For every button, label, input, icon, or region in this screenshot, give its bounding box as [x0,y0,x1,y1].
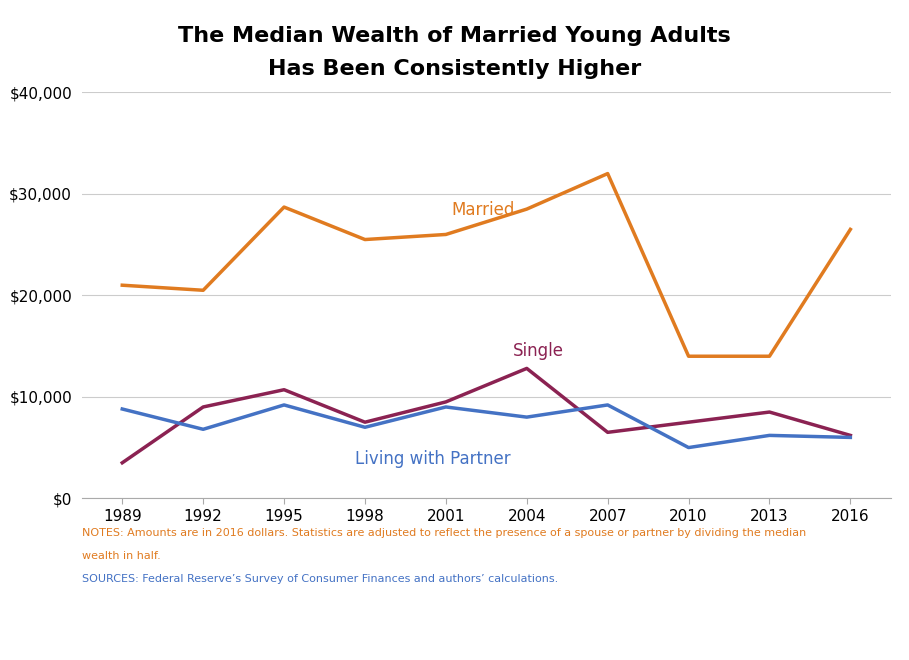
Text: S: S [302,620,318,637]
Text: Has Been Consistently Higher: Has Been Consistently Higher [268,59,641,79]
Text: SOURCES: Federal Reserve’s Survey of Consumer Finances and authors’ calculations: SOURCES: Federal Reserve’s Survey of Con… [82,574,558,584]
Text: T.: T. [315,622,331,635]
Text: EDERAL: EDERAL [30,622,93,635]
Text: of: of [271,620,286,637]
Text: B: B [207,620,219,637]
Text: R: R [105,620,116,637]
Text: NOTES: Amounts are in 2016 dollars. Statistics are adjusted to reflect the prese: NOTES: Amounts are in 2016 dollars. Stat… [82,528,806,538]
Text: OUIS: OUIS [354,622,390,635]
Text: ANK: ANK [216,622,252,635]
Text: ESERVE: ESERVE [115,622,176,635]
Text: The Median Wealth of Married Young Adults: The Median Wealth of Married Young Adult… [178,26,731,46]
Text: L: L [344,620,355,637]
Text: Single: Single [514,343,564,360]
Text: F: F [20,620,31,637]
Text: Living with Partner: Living with Partner [355,449,510,467]
Text: wealth in half.: wealth in half. [82,551,161,561]
Text: Married: Married [451,201,514,219]
